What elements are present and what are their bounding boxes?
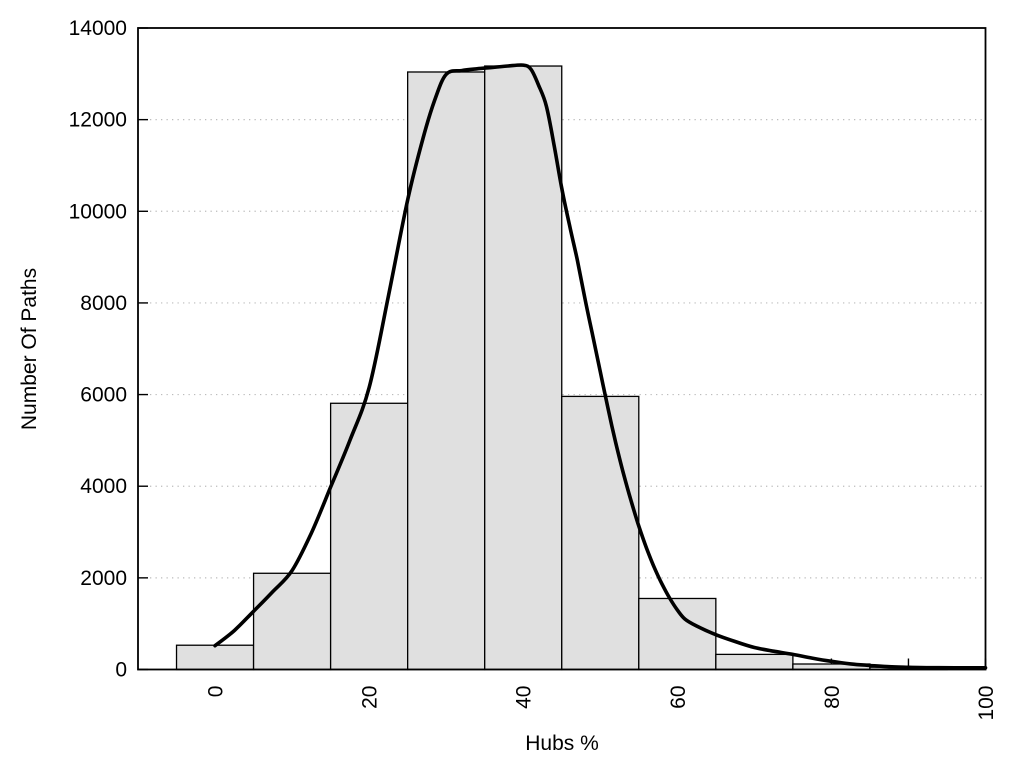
- plot-border: [137, 27, 987, 671]
- histogram-bar: [561, 395, 640, 671]
- histogram-bar: [175, 644, 255, 671]
- y-tick-label: 10000: [69, 200, 127, 223]
- x-tick-label: 40: [513, 686, 536, 709]
- y-tick-label: 2000: [80, 567, 127, 590]
- histogram-bar: [252, 572, 332, 671]
- x-tick-label: 20: [359, 686, 382, 709]
- histogram-bar: [715, 653, 794, 671]
- y-axis-label: Number Of Paths: [18, 267, 41, 431]
- y-tick-label: 4000: [80, 475, 127, 498]
- y-tick-label: 12000: [69, 109, 127, 132]
- y-tick-label: 6000: [80, 384, 127, 407]
- y-tick-label: 0: [115, 659, 127, 682]
- histogram-bar: [329, 402, 409, 671]
- density-curve: [213, 63, 988, 670]
- x-tick-label: 100: [975, 686, 998, 721]
- x-axis-label: Hubs %: [525, 732, 599, 755]
- x-tick-label: 0: [205, 686, 228, 698]
- y-tick-label: 8000: [80, 292, 127, 315]
- histogram-bar: [484, 65, 563, 671]
- x-tick-label: 80: [821, 686, 844, 709]
- histogram-bar: [407, 71, 486, 671]
- y-tick-label: 14000: [69, 17, 127, 40]
- x-tick-label: 60: [667, 686, 690, 709]
